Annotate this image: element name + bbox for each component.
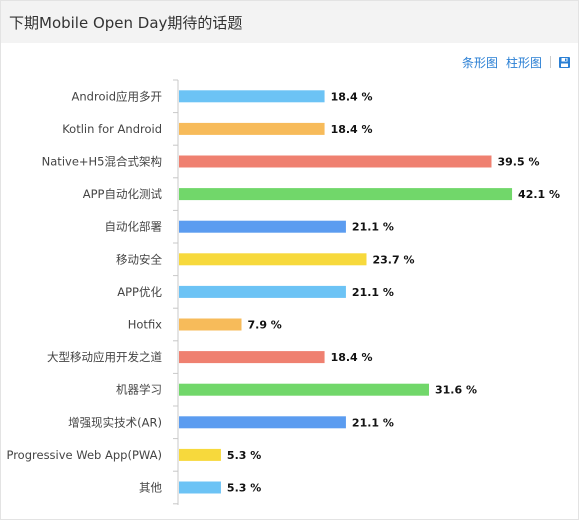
bar-chart-button[interactable]: 条形图 (461, 55, 498, 70)
value-label: 5.3 % (227, 449, 261, 462)
value-label: 39.5 % (497, 156, 539, 169)
category-label: Progressive Web App(PWA) (6, 448, 162, 462)
value-label: 31.6 % (435, 384, 477, 397)
value-label: 21.1 % (352, 286, 394, 299)
toolbar-divider (550, 56, 551, 68)
bar[interactable] (179, 220, 346, 233)
value-label: 7.9 % (247, 319, 281, 332)
category-label: 大型移动应用开发之道 (47, 350, 162, 364)
bar[interactable] (179, 481, 221, 494)
value-label: 23.7 % (372, 253, 414, 266)
bar[interactable] (179, 285, 346, 298)
category-label: Native+H5混合式架构 (42, 155, 162, 169)
value-label: 18.4 % (331, 351, 373, 364)
category-label: APP自动化测试 (83, 187, 163, 201)
value-label: 42.1 % (518, 188, 560, 201)
save-icon[interactable] (559, 56, 570, 68)
bar[interactable] (179, 448, 221, 461)
category-label: 增强现实技术(AR) (68, 415, 162, 429)
bar[interactable] (179, 318, 242, 331)
value-label: 18.4 % (331, 123, 373, 136)
category-label: 机器学习 (116, 383, 162, 397)
category-label: Kotlin for Android (62, 122, 162, 136)
bar[interactable] (179, 253, 367, 266)
value-label: 21.1 % (352, 416, 394, 429)
bar[interactable] (179, 351, 325, 364)
bar[interactable] (179, 188, 513, 201)
bar[interactable] (179, 155, 492, 168)
value-label: 18.4 % (331, 90, 373, 103)
chart-title: 下期Mobile Open Day期待的话题 (9, 14, 243, 32)
bar[interactable] (179, 416, 346, 429)
bar[interactable] (179, 122, 325, 135)
category-label: APP优化 (117, 285, 162, 299)
category-label: Android应用多开 (72, 89, 162, 103)
column-chart-button[interactable]: 柱形图 (505, 55, 542, 70)
value-label: 21.1 % (352, 221, 394, 234)
category-label: 自动化部署 (105, 220, 163, 234)
header-bar: 下期Mobile Open Day期待的话题 (1, 1, 578, 43)
value-label: 5.3 % (227, 482, 261, 495)
bar[interactable] (179, 90, 325, 103)
category-label: 移动安全 (116, 252, 162, 266)
bar[interactable] (179, 383, 429, 396)
category-label: 其他 (139, 481, 162, 495)
category-label: Hotfix (128, 318, 162, 332)
chart-toolbar: 条形图 柱形图 (462, 53, 570, 71)
